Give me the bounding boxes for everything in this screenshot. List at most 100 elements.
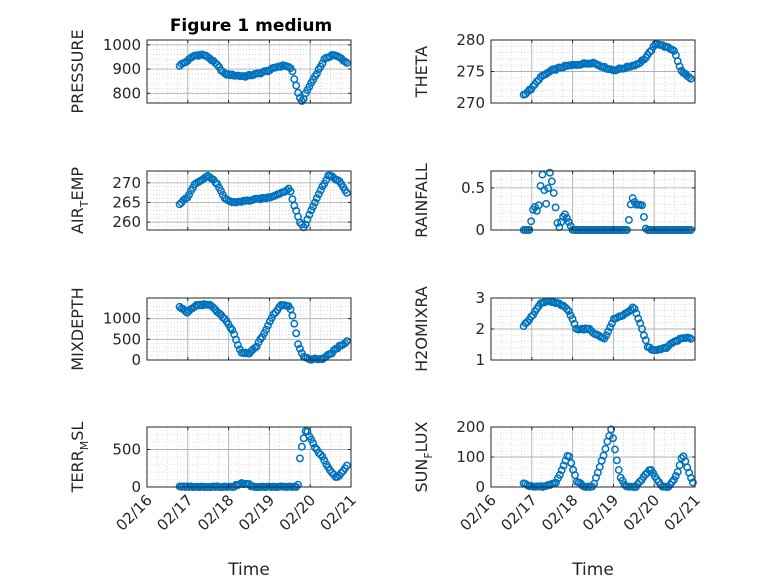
x-tick-label: 02/20: [620, 491, 663, 534]
data-point: [342, 188, 351, 197]
data-point: [185, 190, 193, 199]
series-pressure: [175, 50, 351, 105]
y-tick-label: 500: [112, 330, 141, 348]
y-tick-label: 265: [112, 193, 141, 211]
data-point: [311, 198, 319, 207]
y-axis-label: TERRMSL: [68, 422, 91, 494]
data-point: [320, 456, 329, 465]
panel-mixdepth: 0 500 1000 MIXDEPTH: [68, 287, 352, 371]
series-h2omixra: [519, 297, 695, 355]
data-point: [611, 445, 619, 454]
data-point: [527, 312, 536, 321]
y-tick-label: 0.5: [461, 179, 485, 197]
data-point: [689, 478, 697, 487]
data-point: [282, 186, 291, 195]
data-point: [211, 178, 220, 187]
data-point: [292, 81, 301, 90]
data-point: [318, 59, 327, 68]
x-tick-label: 02/21: [317, 491, 360, 534]
data-point: [342, 461, 351, 470]
data-point: [292, 329, 301, 338]
series-theta: [519, 40, 695, 99]
axes-box: [490, 170, 696, 231]
data-point: [562, 305, 571, 313]
data-point: [568, 314, 577, 323]
data-point: [609, 434, 618, 443]
axes-box: [146, 426, 352, 488]
data-point: [544, 184, 553, 193]
y-tick-label: 1: [475, 351, 485, 369]
y-axis-label: MIXDEPTH: [68, 287, 87, 370]
x-tick-label: 02/17: [497, 491, 540, 534]
plot-area: [491, 171, 695, 230]
y-tick-label: 3: [475, 289, 485, 307]
data-point: [647, 46, 656, 55]
x-tick-label: 02/19: [579, 491, 622, 534]
tick-marks: [490, 426, 696, 488]
panel-theta: 270 275 280 THETA: [412, 31, 696, 112]
data-point: [555, 470, 564, 479]
y-axis-label: H2OMIXRA: [412, 286, 431, 372]
minor-grid: [147, 426, 351, 488]
panel-h2omixra: 1 2 3 H2OMIXRA: [412, 286, 696, 372]
data-point: [671, 471, 680, 480]
x-tick-label: 02/21: [661, 491, 704, 534]
data-point: [670, 46, 678, 55]
y-tick-label: 0: [131, 351, 141, 369]
data-point: [530, 202, 539, 211]
data-point: [309, 439, 318, 448]
data-point: [267, 313, 276, 322]
data-point: [669, 475, 678, 484]
axes-box: [146, 170, 352, 231]
x-tick-label: 02/16: [113, 491, 156, 534]
data-point: [262, 325, 271, 334]
data-point: [639, 331, 648, 340]
y-tick-label: 800: [112, 84, 141, 102]
data-point: [618, 476, 627, 485]
data-point: [675, 461, 684, 470]
panel-rainfall: 0 0.5 RAINFALL: [412, 163, 696, 239]
data-point: [639, 212, 648, 221]
data-point: [634, 314, 643, 323]
data-point: [228, 325, 237, 334]
data-point: [312, 194, 321, 203]
data-point: [314, 190, 323, 199]
y-tick-label: 270: [112, 174, 141, 192]
series-air-temp: [175, 171, 351, 232]
data-point: [549, 189, 558, 197]
data-point: [559, 461, 568, 470]
data-point: [534, 201, 543, 210]
panel-sun-flux: 0 100 200 SUNFLUX 02/1602/1702/1802/1902/200…: [412, 418, 704, 580]
data-point: [540, 186, 549, 195]
data-point: [564, 307, 573, 316]
x-tick-label: 02/18: [194, 491, 237, 534]
data-point: [614, 466, 623, 474]
y-axis-label: THETA: [412, 46, 431, 98]
data-point: [295, 454, 304, 463]
data-point: [303, 427, 312, 436]
data-point: [630, 304, 639, 313]
data-point: [686, 334, 695, 343]
y-tick-label: 270: [456, 94, 485, 112]
data-point: [687, 473, 696, 482]
data-point: [570, 319, 579, 328]
x-tick-label: 02/20: [276, 491, 319, 534]
data-point: [294, 480, 303, 489]
data-point: [316, 186, 325, 195]
tick-marks: [146, 171, 352, 230]
data-point: [604, 327, 613, 336]
data-point: [606, 323, 615, 332]
axes-box: [146, 297, 352, 361]
data-point: [564, 218, 573, 226]
data-point: [635, 477, 644, 486]
data-point: [552, 478, 560, 487]
data-point: [290, 319, 299, 328]
data-point: [601, 444, 610, 453]
data-point: [624, 216, 633, 224]
data-point: [286, 187, 295, 196]
data-point: [303, 215, 312, 224]
data-point: [226, 323, 235, 332]
y-tick-label: 100: [456, 448, 485, 466]
data-point: [638, 201, 647, 210]
